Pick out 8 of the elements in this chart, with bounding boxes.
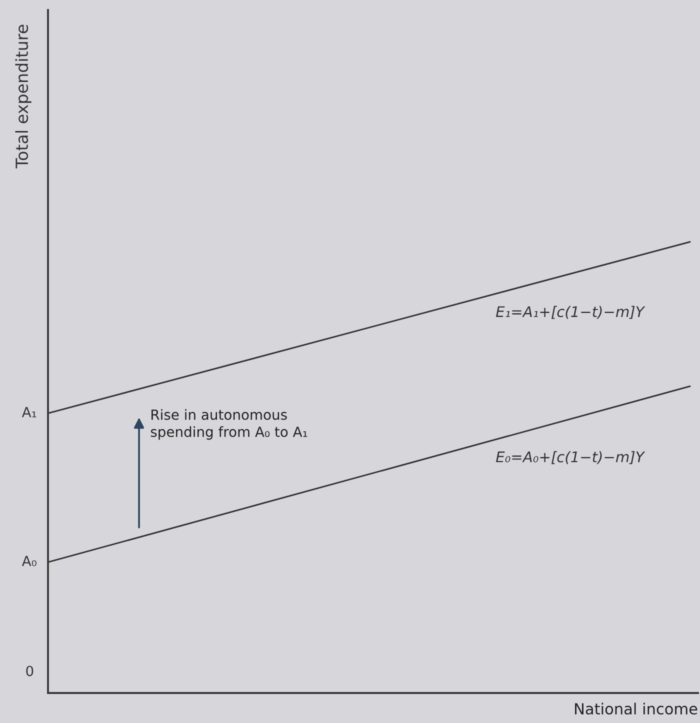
- annotation: A₀: [22, 556, 36, 566]
- series-label: E₀=A₀+[c(1−t)−m]Y: [496, 451, 646, 464]
- annotation: A₁: [22, 407, 36, 418]
- annotation: Rise in autonomous spending from A₀ to A₁: [150, 409, 308, 440]
- annotation: 0: [26, 666, 34, 676]
- text: Total expenditure: [15, 24, 32, 168]
- series-label: E₁=A₁+[c(1−t)−m]Y: [496, 306, 646, 319]
- x-axis-title: National income: [575, 702, 698, 715]
